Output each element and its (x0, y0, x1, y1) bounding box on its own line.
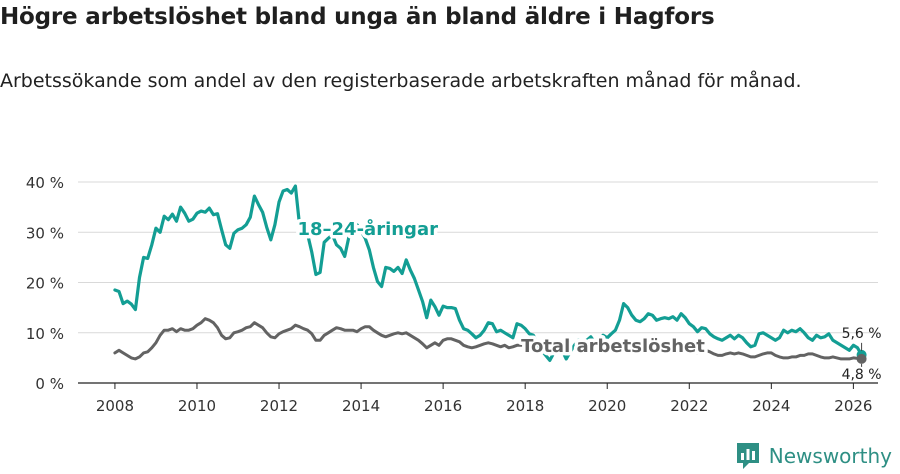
y-tick-label: 40 % (26, 174, 64, 192)
y-tick-label: 20 % (26, 275, 64, 293)
x-tick-label: 2014 (342, 397, 380, 415)
x-tick-label: 2008 (96, 397, 134, 415)
y-tick-label: 10 % (26, 325, 64, 343)
series-lines (113, 184, 864, 362)
end-label-young: 5,6 % (842, 326, 882, 342)
series-line-total (113, 317, 864, 361)
x-axis: 2008 2010 2012 2014 2016 2018 2020 2022 2024 2026 (96, 383, 872, 415)
y-tick-label: 30 % (26, 224, 64, 242)
gridlines (78, 181, 878, 384)
end-markers: 5,6 % 4,8 % (842, 326, 882, 383)
series-line-young (113, 184, 864, 362)
x-tick-label: 2022 (670, 397, 708, 415)
series-label-young: 18–24-åringar (297, 218, 438, 240)
x-tick-label: 2016 (424, 397, 462, 415)
x-tick-label: 2026 (834, 397, 872, 415)
chart-title: Högre arbetslöshet bland unga än bland ä… (0, 4, 715, 30)
y-axis: 0 % 10 % 20 % 30 % 40 % (26, 174, 64, 393)
x-tick-label: 2012 (260, 397, 298, 415)
newsworthy-logo-icon (736, 443, 759, 469)
end-label-total: 4,8 % (842, 367, 882, 383)
x-tick-label: 2020 (588, 397, 626, 415)
chart-subtitle: Arbetssökande som andel av den registerb… (0, 70, 802, 92)
brand-name: Newsworthy (768, 444, 892, 468)
newsworthy-brand: Newsworthy (735, 440, 892, 472)
x-tick-label: 2018 (506, 397, 544, 415)
y-tick-label: 0 % (35, 375, 64, 393)
series-label-total: Total arbetslöshet (521, 336, 705, 357)
series-label-young-halo: 18–24-åringar (297, 218, 438, 240)
x-tick-label: 2010 (178, 397, 216, 415)
series-label-total-halo: Total arbetslöshet (521, 336, 705, 357)
x-tick-label: 2024 (752, 397, 790, 415)
end-dot-total (856, 353, 867, 364)
